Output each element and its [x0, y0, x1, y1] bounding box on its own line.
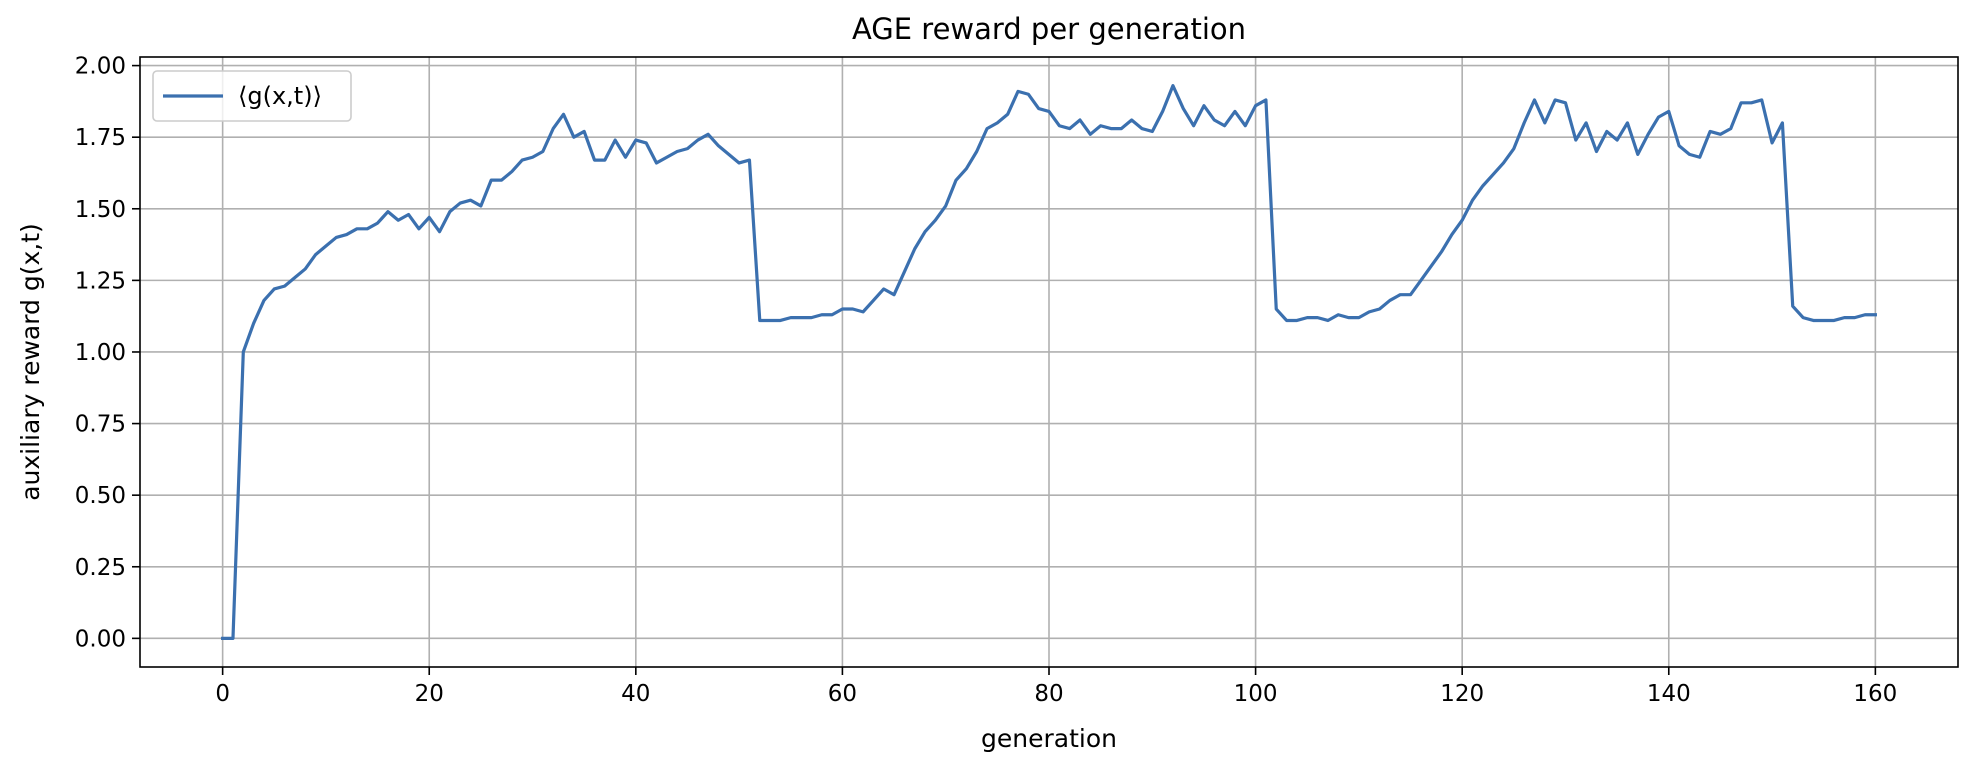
x-tick-label: 0 [215, 681, 230, 707]
y-tick-label: 1.25 [75, 268, 126, 294]
y-axis-label: auxiliary reward g(x,t) [16, 223, 45, 501]
y-tick-label: 0.00 [75, 626, 126, 652]
y-tick-label: 2.00 [75, 54, 126, 80]
legend: ⟨g(x,t)⟩ [152, 70, 352, 122]
x-tick-label: 40 [621, 681, 650, 707]
y-tick-label: 1.00 [75, 340, 126, 366]
series-layer [221, 84, 1877, 640]
y-tick-label: 0.50 [75, 483, 126, 509]
x-tick-label: 160 [1853, 681, 1897, 707]
y-tick-label: 0.25 [75, 555, 126, 581]
y-tick-label: 1.50 [75, 197, 126, 223]
x-tick-label: 140 [1647, 681, 1691, 707]
x-axis-label: generation [981, 724, 1117, 753]
x-tick-label: 100 [1234, 681, 1278, 707]
chart-title: AGE reward per generation [852, 12, 1246, 46]
x-tick-label: 80 [1034, 681, 1063, 707]
x-tick-label: 20 [415, 681, 444, 707]
legend-label: ⟨g(x,t)⟩ [238, 82, 322, 110]
grid [140, 57, 1958, 667]
y-tick-label: 0.75 [75, 412, 126, 438]
legend-box [152, 70, 352, 122]
x-tick-label: 60 [828, 681, 857, 707]
y-tick-label: 1.75 [75, 125, 126, 151]
series-line [221, 84, 1877, 640]
x-tick-label: 120 [1440, 681, 1484, 707]
axis-ticks: 0 20 40 60 80 100 120 140 160 0.00 0.25 0.50 0.75 1.0… [75, 54, 1898, 707]
